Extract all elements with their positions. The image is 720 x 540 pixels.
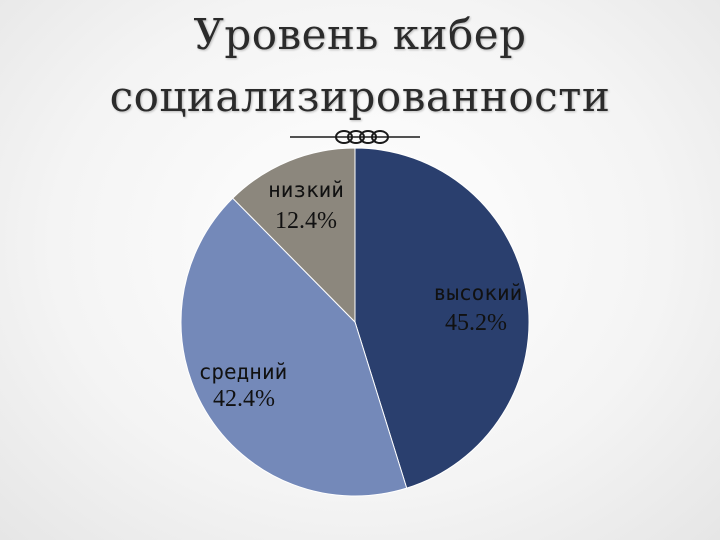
pie-slice-0 xyxy=(354,147,530,489)
slice-label-0: высокий xyxy=(434,281,523,305)
chart-title-line-1: Уровень кибер xyxy=(193,10,527,59)
chart-title-line-2: социализированности xyxy=(109,72,611,121)
slice-label-1: средний xyxy=(199,360,288,384)
pie-slice-1 xyxy=(180,197,408,497)
slice-value-1: 42.4% xyxy=(213,386,275,412)
pie-slice-2 xyxy=(232,147,356,324)
slice-value-2: 12.4% xyxy=(275,208,337,234)
chart-title: Уровень кибер социализированности xyxy=(0,4,720,128)
slice-value-0: 45.2% xyxy=(445,310,507,336)
slice-label-2: низкий xyxy=(268,178,344,202)
